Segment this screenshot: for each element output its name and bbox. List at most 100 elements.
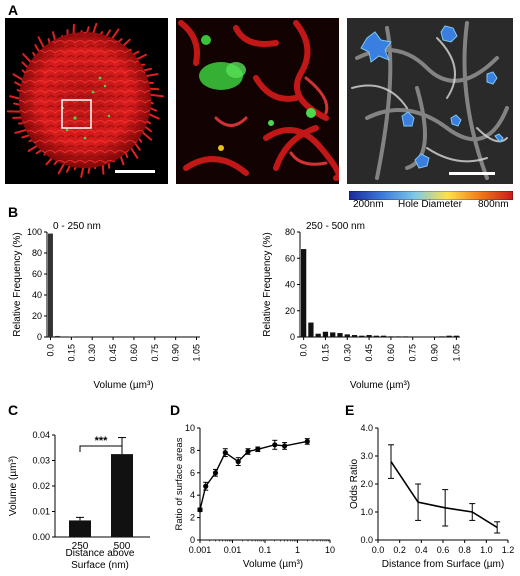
data-point	[197, 507, 203, 513]
y-tick-label: 60	[285, 253, 295, 263]
histogram-bar	[381, 335, 387, 337]
data-point	[304, 438, 310, 445]
histogram-bar	[453, 335, 459, 337]
data-point	[203, 483, 209, 489]
x-tick-label: 0.60	[386, 344, 396, 362]
x-tick-label: 0.15	[66, 344, 76, 362]
histogram-bar	[54, 335, 60, 337]
x-tick-label: 0.60	[129, 344, 139, 362]
histogram-bar	[366, 335, 372, 337]
chart-odds-ratio: 0.0 1.0 2.0 3.0 4.0 0.0 0.2 0.4 0.6 0.8 1.0 1.2 Odds…	[349, 423, 515, 570]
series-line	[390, 461, 498, 529]
x-axis-label: Volume (µm³)	[350, 380, 410, 391]
chart-title: 250 - 500 nm	[306, 221, 365, 232]
histogram-bar	[322, 331, 329, 337]
x-tick-label: 10	[325, 545, 335, 555]
y-tick-label: 100	[27, 227, 42, 237]
y-tick-label: 0.0	[360, 535, 373, 545]
histogram-bar	[337, 333, 343, 337]
panel-label-a: A	[8, 2, 19, 18]
x-tick-label: 0.6	[437, 545, 450, 555]
data-point	[235, 459, 241, 465]
x-tick-label: 0.75	[408, 344, 418, 362]
y-tick-label: 4	[190, 490, 195, 500]
chart-histogram-250-500nm: 0 20 40 60 80 0.0 0.15 0.30 0.45 0.60 0.75 0.90 1.05…	[262, 221, 461, 391]
histogram-bar	[308, 322, 314, 337]
significance-bracket	[79, 445, 123, 452]
x-tick-label: 0.1	[259, 545, 272, 555]
colorbar-title: Hole Diameter	[398, 199, 462, 210]
x-tick-label: 0.75	[150, 344, 160, 362]
y-tick-label: 3.0	[360, 451, 373, 461]
y-tick-label: 20	[32, 311, 42, 321]
x-tick-label: 0.30	[342, 344, 352, 362]
histogram-bar	[439, 336, 445, 337]
colorbar	[348, 187, 514, 201]
y-tick-label: 0	[37, 332, 42, 342]
panel-label-d: D	[170, 402, 181, 418]
data-point	[281, 443, 288, 449]
x-tick-label: 1	[295, 545, 300, 555]
micrograph-zoom-overlay	[176, 18, 339, 184]
y-tick-label: 2.0	[360, 479, 373, 489]
x-axis-label: Distance above Surface (nm)	[66, 548, 135, 571]
y-tick-label: 20	[285, 306, 295, 316]
y-tick-label: 4.0	[360, 423, 373, 433]
y-axis-label: Relative Frequency (%)	[12, 232, 23, 336]
y-tick-label: 0	[190, 535, 195, 545]
histogram-bar	[388, 336, 394, 337]
histogram-bar	[301, 249, 307, 337]
histogram-bar	[402, 336, 409, 337]
histogram-bar	[344, 334, 350, 337]
x-tick-label: 0.4	[415, 545, 428, 555]
histogram-bar	[359, 335, 365, 337]
chart-volume-by-distance: 0.00 0.01 0.02 0.03 0.04 250 500 *** Volume (µm³…	[8, 430, 150, 571]
colorbar-max-label: 800nm	[478, 199, 509, 210]
chart-title: 0 - 250 nm	[53, 221, 101, 232]
y-tick-label: 60	[32, 269, 42, 279]
y-tick-label: 10	[185, 423, 195, 433]
bar	[69, 520, 91, 537]
y-tick-label: 80	[285, 227, 295, 237]
x-axis-label: Distance from Surface (µm)	[382, 559, 504, 570]
y-tick-label: 80	[32, 248, 42, 258]
y-axis-label: Odds Ratio	[349, 459, 360, 509]
x-tick-label: 1.05	[451, 344, 461, 362]
data-point	[255, 446, 261, 452]
bar	[111, 454, 133, 537]
y-tick-label: 1.0	[360, 507, 373, 517]
micrograph-hole-map	[347, 18, 513, 184]
y-tick-label: 40	[285, 280, 295, 290]
x-tick-label: 0.0	[372, 545, 385, 555]
x-tick-label: 1.05	[192, 344, 202, 362]
x-tick-label: 0.0	[299, 344, 309, 357]
histogram-bar	[351, 335, 358, 337]
data-point	[245, 448, 251, 455]
x-tick-label: 0.45	[364, 344, 374, 362]
y-tick-label: 0.03	[32, 456, 50, 466]
histogram-bar	[48, 233, 53, 337]
category-label: 250	[72, 541, 89, 552]
x-tick-label: 0.45	[108, 344, 118, 362]
x-tick-label: 0.2	[393, 545, 406, 555]
histogram-bar	[68, 336, 74, 337]
y-axis-label: Ratio of surface areas	[174, 437, 185, 530]
histogram-bar	[395, 336, 401, 337]
panel-label-c: C	[8, 402, 19, 418]
data-point	[272, 442, 278, 448]
histogram-bar	[446, 335, 452, 337]
y-axis-label: Relative Frequency (%)	[262, 232, 273, 336]
y-tick-label: 40	[32, 290, 42, 300]
chart-histogram-0-250nm: 0 20 40 60 80 100 0.0 0.15 0.30 0.45 0.60 0.75 0.90 1…	[12, 221, 202, 391]
micrograph-cell-overview	[5, 18, 168, 184]
histogram-bar	[373, 335, 379, 337]
x-tick-label: 0.01	[224, 545, 242, 555]
x-tick-label: 0.30	[87, 344, 97, 362]
x-tick-label: 0.001	[189, 545, 212, 555]
x-axis-label: Volume (µm³)	[93, 380, 153, 391]
x-tick-label: 1.2	[502, 545, 515, 555]
histogram-bar	[315, 333, 321, 337]
category-label: 500	[114, 541, 131, 552]
x-tick-label: 0.90	[171, 344, 181, 362]
y-tick-label: 0.00	[32, 532, 50, 542]
